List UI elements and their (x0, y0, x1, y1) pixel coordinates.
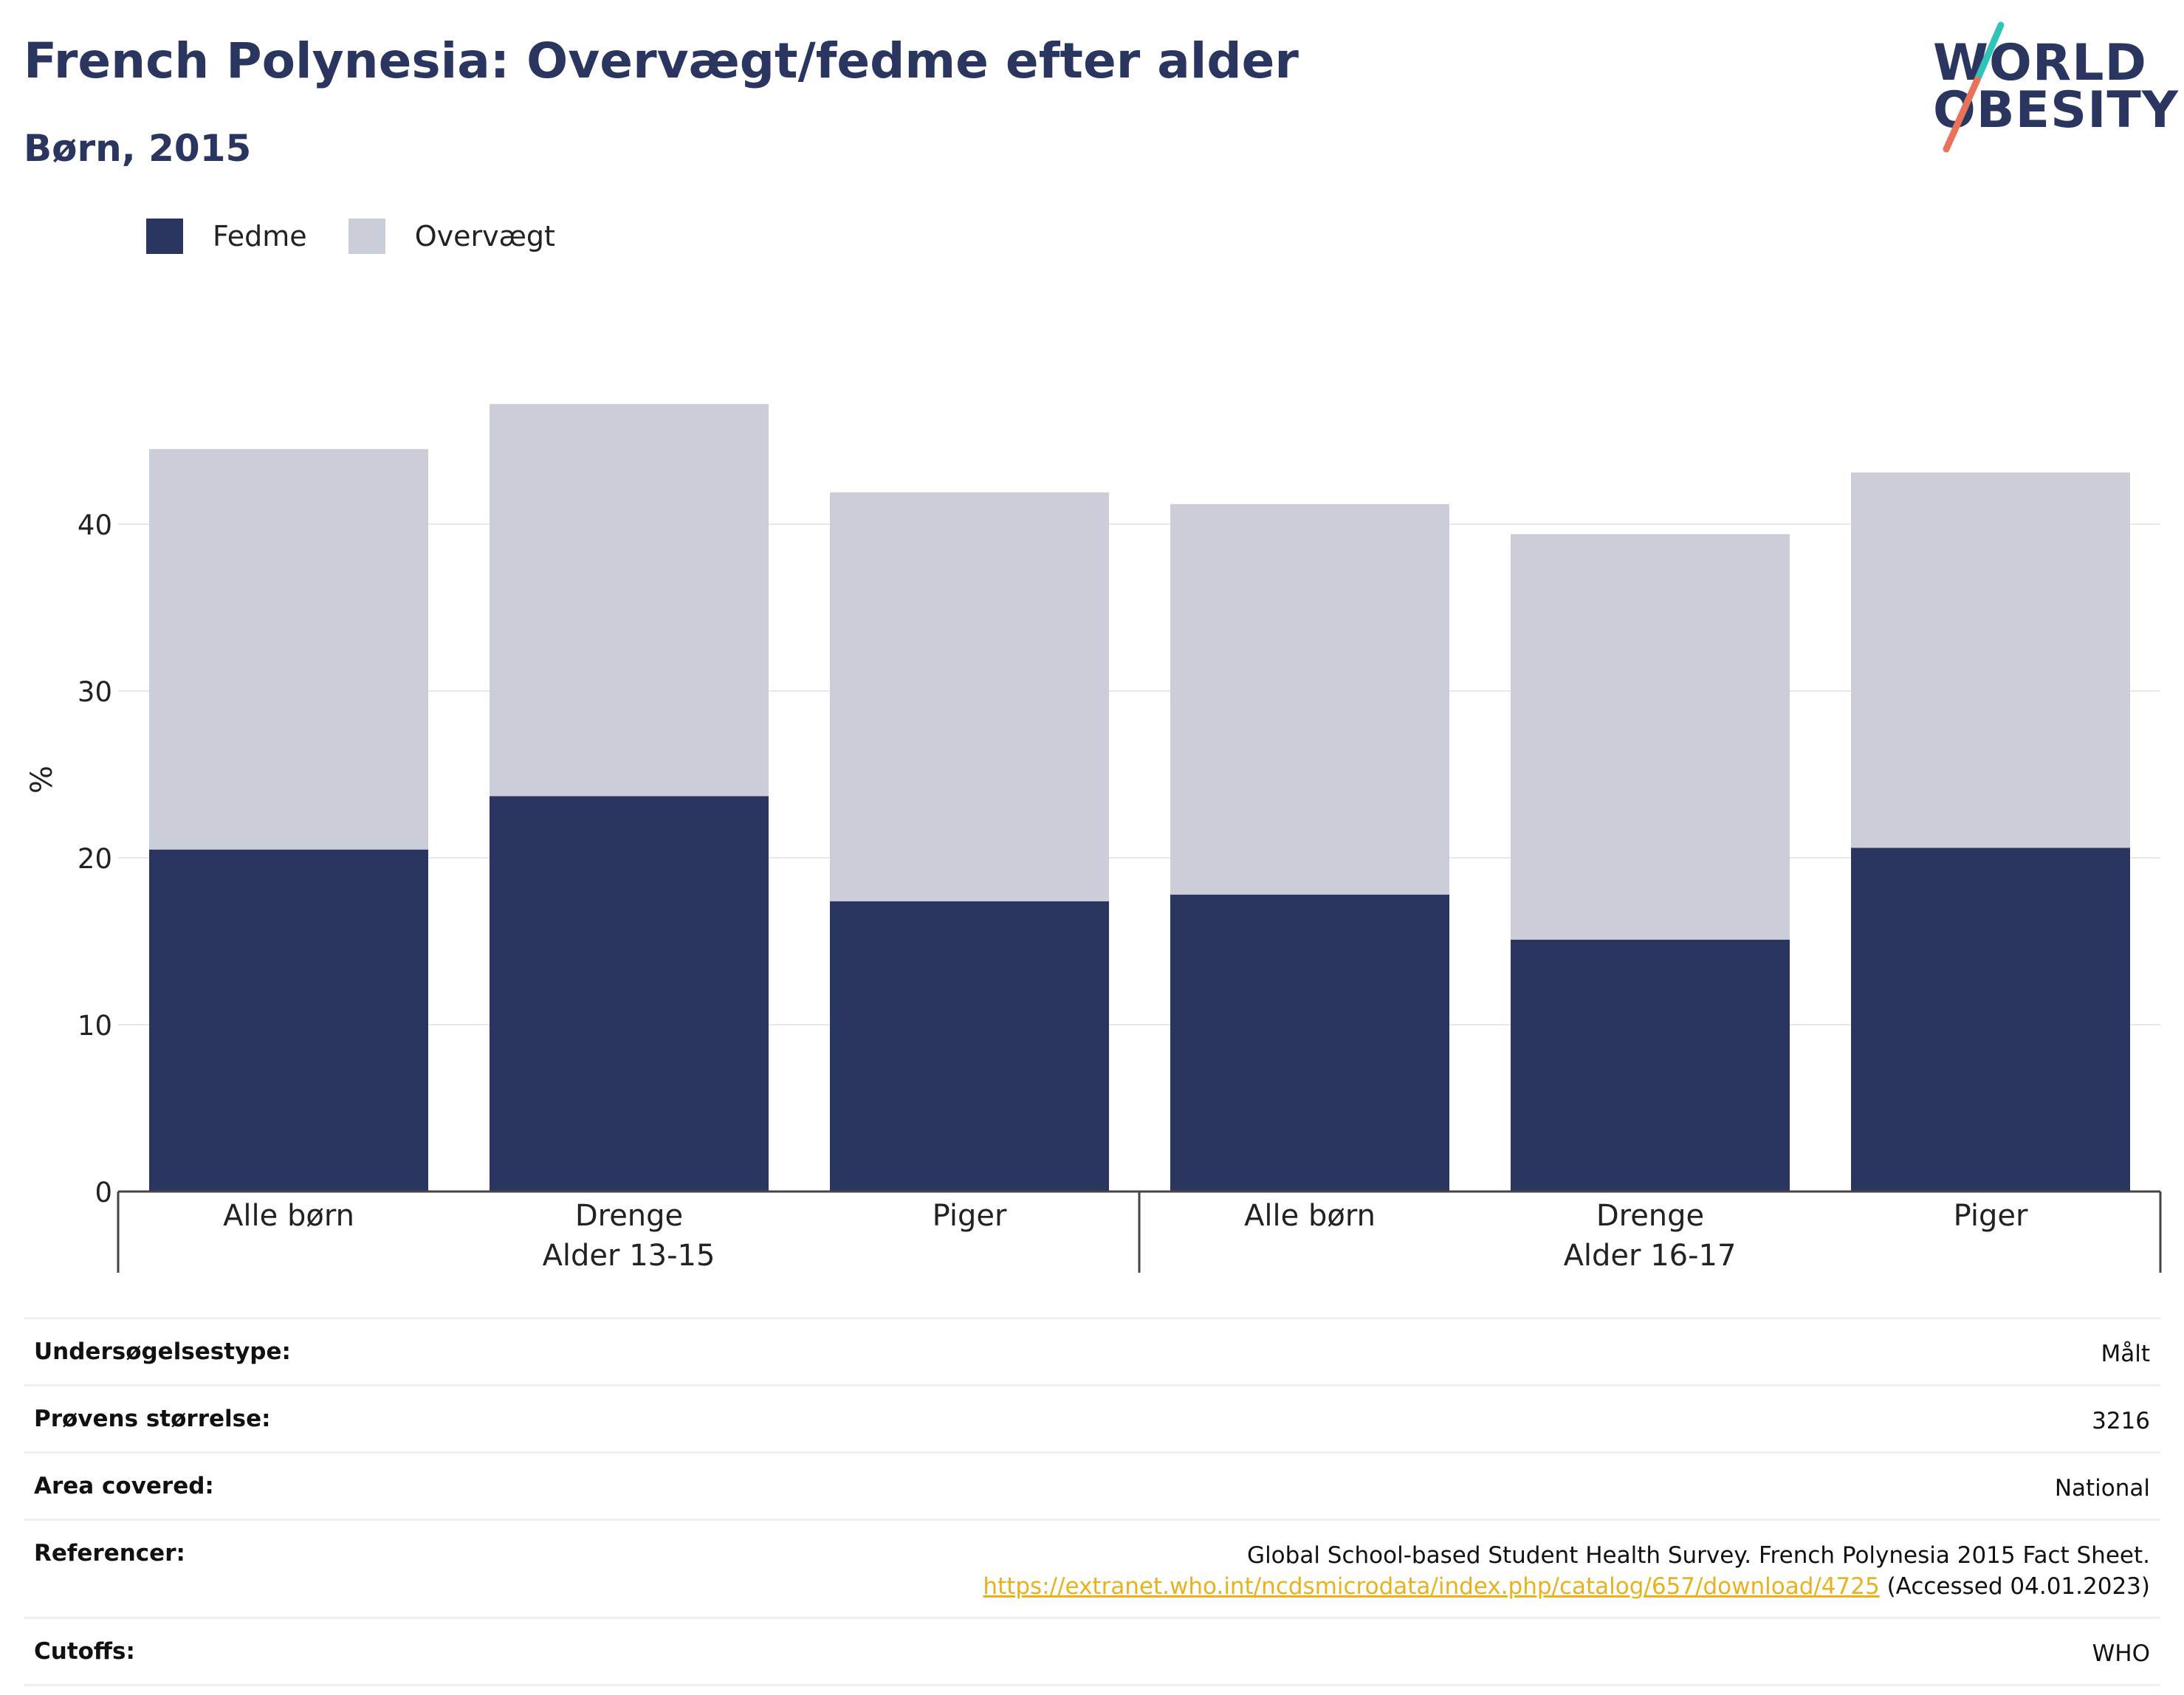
group-label-2: Alder 16-17 (1564, 1239, 1737, 1273)
x-tick-label-1: Alle børn (223, 1199, 354, 1233)
legend-label-overvaegt: Overvægt (414, 220, 555, 252)
chart-legend: Fedme Overvægt (146, 219, 597, 254)
sample-size-label: Prøvens størrelse: (34, 1406, 271, 1432)
info-row-sample-size: Prøvens størrelse: 3216 (24, 1384, 2160, 1451)
survey-type-value: Målt (2101, 1341, 2150, 1367)
logo-slash-icon (1943, 21, 2005, 153)
survey-info-table: Undersøgelsestype: Målt Prøvens størrels… (24, 1317, 2160, 1686)
group-label-1: Alder 13-15 (543, 1239, 715, 1273)
legend-swatch-fedme (146, 219, 183, 254)
bar-overvgt-3 (830, 492, 1109, 901)
y-tick-label-0: 0 (95, 1177, 112, 1208)
y-tick-label-40: 40 (78, 509, 112, 541)
info-row-references: Referencer: Global School-based Student … (24, 1519, 2160, 1617)
x-tick-label-6: Piger (1954, 1199, 2028, 1233)
info-row-survey-type: Undersøgelsestype: Målt (24, 1317, 2160, 1384)
survey-type-label: Undersøgelsestype: (34, 1338, 291, 1365)
chart-subtitle: Børn, 2015 (24, 127, 252, 170)
references-label: Referencer: (34, 1540, 185, 1567)
area-covered-label: Area covered: (34, 1473, 214, 1499)
bar-overvgt-2 (490, 404, 769, 797)
bar-fedme-3 (830, 901, 1109, 1192)
x-tick-label-2: Drenge (575, 1199, 683, 1233)
bar-overvgt-4 (1170, 503, 1449, 895)
y-tick-label-30: 30 (78, 676, 112, 708)
y-tick-label-20: 20 (78, 843, 112, 875)
references-accessed: (Accessed 04.01.2023) (1886, 1573, 2150, 1600)
y-axis-label: % (25, 766, 59, 794)
cutoffs-label: Cutoffs: (34, 1638, 135, 1665)
info-row-area: Area covered: National (24, 1451, 2160, 1519)
legend-swatch-overvaegt (348, 219, 385, 254)
bar-fedme-1 (149, 849, 428, 1192)
x-tick-label-5: Drenge (1596, 1199, 1704, 1233)
references-text: Global School-based Student Health Surve… (1247, 1542, 2150, 1569)
bar-overvgt-1 (149, 449, 428, 850)
sample-size-value: 3216 (2092, 1408, 2150, 1434)
legend-label-fedme: Fedme (213, 220, 307, 252)
stacked-bar-chart: 0 10 20 30 40% Alle børn Drenge Piger Alder 13-1… (25, 404, 2162, 1273)
bar-fedme-6 (1851, 848, 2130, 1192)
legend-item-overvaegt[interactable]: Overvægt (348, 219, 555, 254)
cutoffs-value: WHO (2092, 1640, 2150, 1667)
bar-fedme-2 (490, 796, 769, 1192)
bar-fedme-5 (1511, 939, 1790, 1192)
references-value: Global School-based Student Health Surve… (983, 1540, 2150, 1602)
world-obesity-logo: WORLD OBESITY (1920, 19, 2178, 159)
bar-fedme-4 (1170, 894, 1449, 1192)
legend-item-fedme[interactable]: Fedme (146, 219, 307, 254)
logo-text-line1: WORLD (1933, 34, 2147, 92)
references-link[interactable]: https://extranet.who.int/ncdsmicrodata/i… (983, 1573, 1880, 1600)
bar-overvgt-5 (1511, 534, 1790, 940)
bar-overvgt-6 (1851, 472, 2130, 848)
area-covered-value: National (2054, 1475, 2150, 1502)
x-tick-label-3: Piger (933, 1199, 1007, 1233)
info-row-cutoffs: Cutoffs: WHO (24, 1617, 2160, 1686)
chart-title: French Polynesia: Overvægt/fedme efter a… (24, 32, 1299, 89)
y-tick-label-10: 10 (78, 1010, 112, 1042)
x-tick-label-4: Alle børn (1244, 1199, 1376, 1233)
